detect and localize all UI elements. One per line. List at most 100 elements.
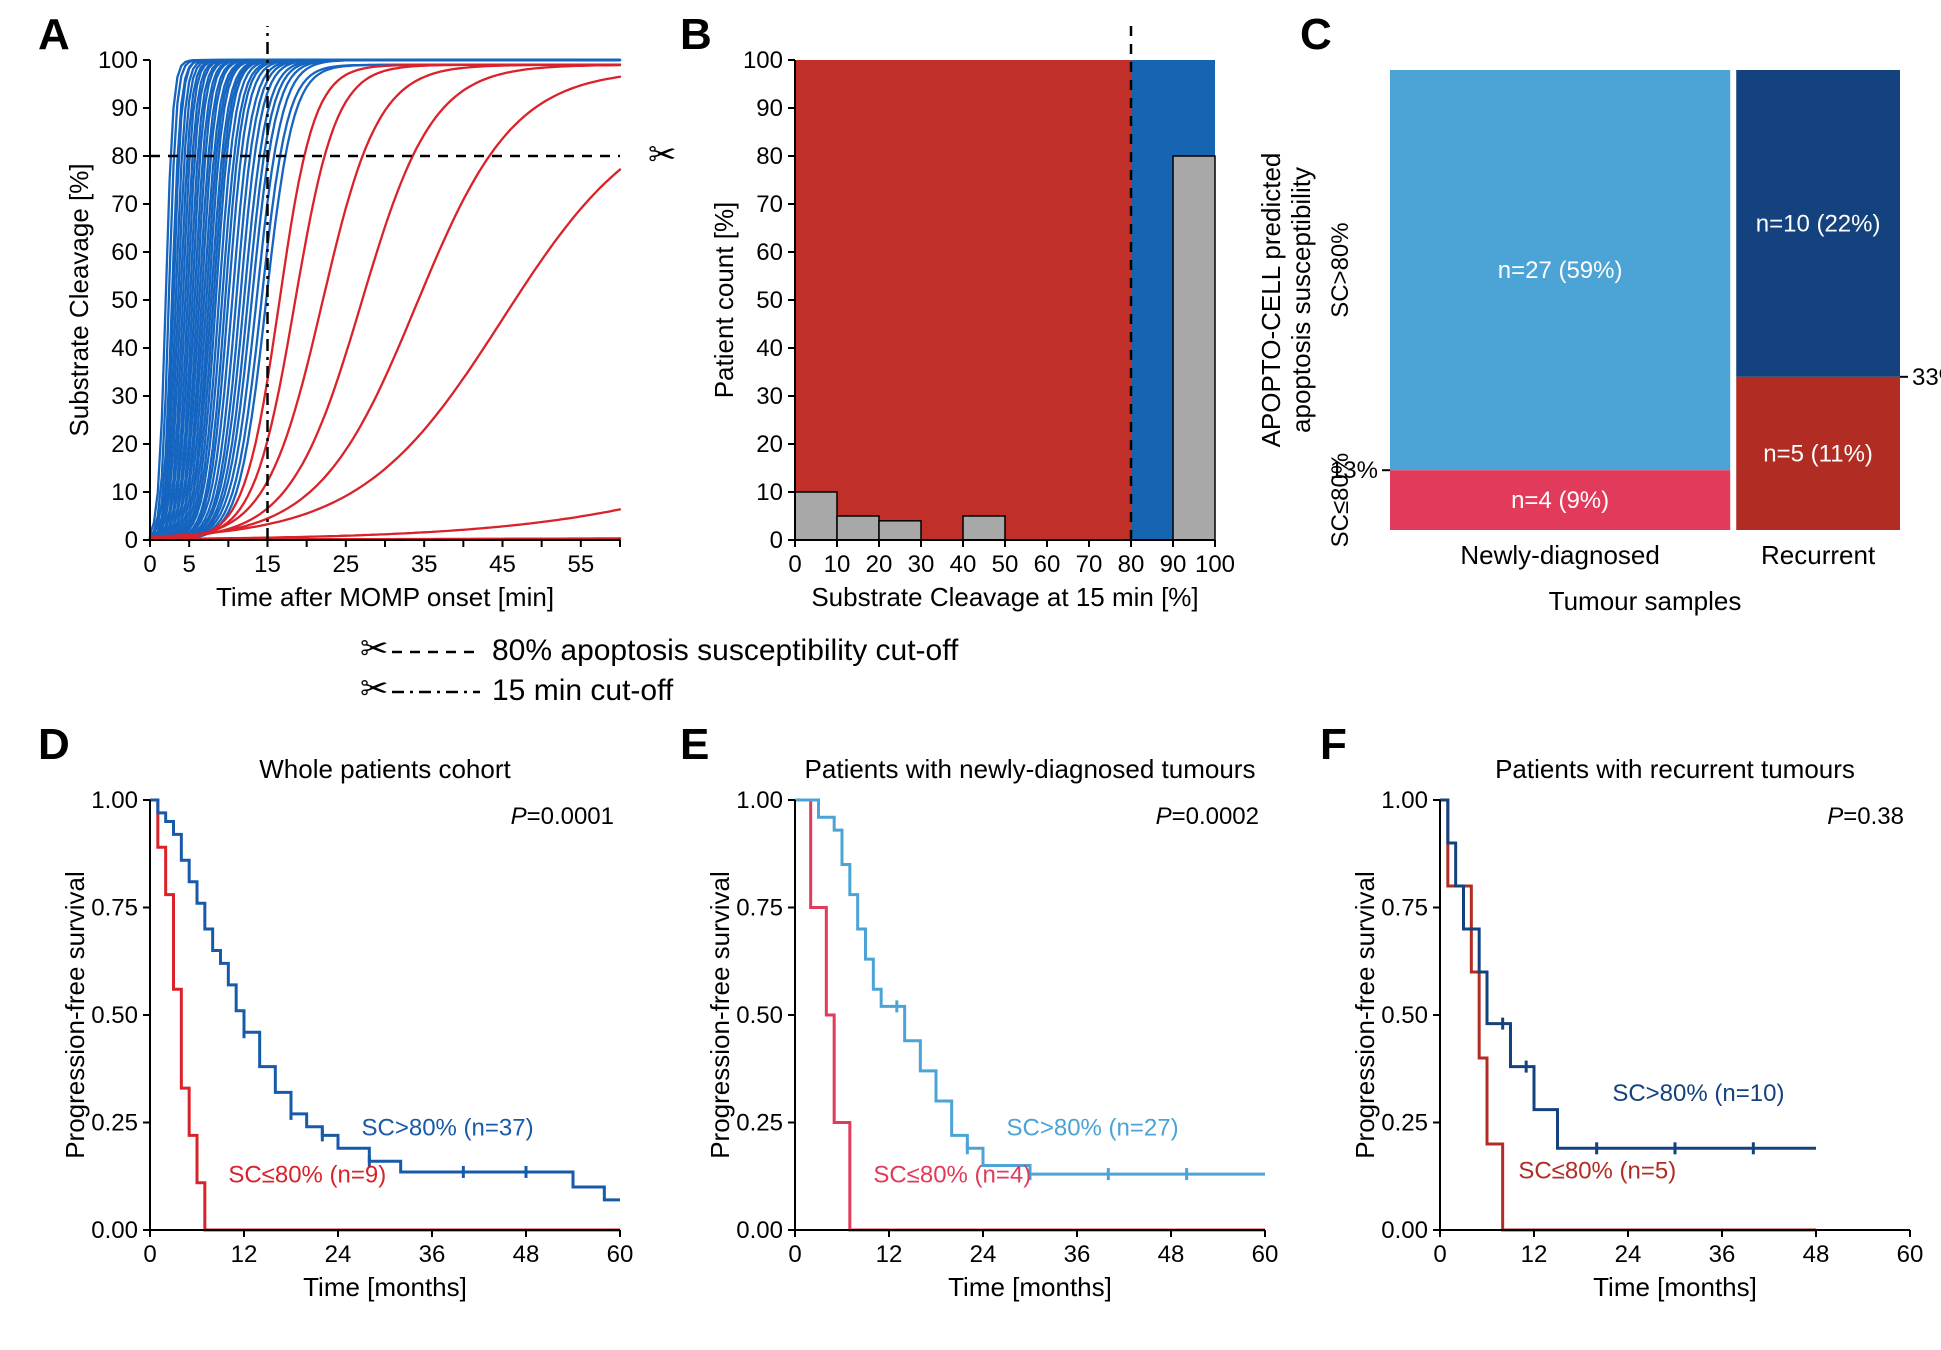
svg-text:100: 100: [1195, 551, 1235, 578]
svg-text:Progression-free survival: Progression-free survival: [60, 871, 90, 1159]
svg-text:SC>80%: SC>80%: [1327, 222, 1354, 317]
svg-text:90: 90: [756, 95, 783, 122]
svg-text:SC≤80% (n=4): SC≤80% (n=4): [873, 1162, 1031, 1189]
svg-text:apoptosis susceptibility: apoptosis susceptibility: [1286, 167, 1316, 433]
svg-text:Time [months]: Time [months]: [1593, 1272, 1757, 1302]
svg-text:45: 45: [489, 551, 516, 578]
svg-text:0.00: 0.00: [736, 1217, 783, 1244]
svg-text:0: 0: [788, 1241, 801, 1268]
svg-text:60: 60: [1034, 551, 1061, 578]
svg-text:80: 80: [756, 143, 783, 170]
svg-text:0.25: 0.25: [1381, 1110, 1428, 1137]
svg-text:P=0.0001: P=0.0001: [511, 803, 614, 830]
svg-text:33%: 33%: [1912, 364, 1941, 391]
svg-text:✂: ✂: [360, 670, 389, 708]
panel-d-km: Whole patients cohortP=0.0001 0.00 0.25 0.5…: [60, 740, 730, 1350]
svg-text:SC>80% (n=27): SC>80% (n=27): [1007, 1114, 1179, 1141]
svg-text:0.50: 0.50: [91, 1002, 138, 1029]
svg-text:0.75: 0.75: [1381, 895, 1428, 922]
panel-a-chart: ✂✂0102030405060708090100051525354555Time…: [60, 20, 730, 660]
svg-text:Progression-free survival: Progression-free survival: [705, 871, 735, 1159]
svg-text:60: 60: [756, 239, 783, 266]
panel-c-mosaic: n=27 (59%)n=4 (9%)n=10 (22%)n=5 (11%)13%…: [1260, 50, 1941, 670]
svg-text:90: 90: [111, 95, 138, 122]
svg-text:35: 35: [411, 551, 438, 578]
svg-text:20: 20: [866, 551, 893, 578]
svg-text:36: 36: [1064, 1241, 1091, 1268]
svg-text:60: 60: [1252, 1241, 1279, 1268]
svg-text:0.00: 0.00: [91, 1217, 138, 1244]
panel-b-chart: ✂010203040506070809010001020304050607080…: [705, 20, 1325, 660]
svg-text:50: 50: [992, 551, 1019, 578]
svg-text:30: 30: [908, 551, 935, 578]
svg-text:Substrate Cleavage [%]: Substrate Cleavage [%]: [64, 163, 94, 436]
svg-text:Time [months]: Time [months]: [948, 1272, 1112, 1302]
svg-text:✂: ✂: [360, 632, 389, 668]
svg-text:P=0.0002: P=0.0002: [1156, 803, 1259, 830]
svg-text:48: 48: [1158, 1241, 1185, 1268]
svg-text:15 min cut-off: 15 min cut-off: [492, 674, 674, 707]
svg-text:✂: ✂: [253, 20, 282, 30]
svg-text:Patients with newly-diagnosed: Patients with newly-diagnosed tumours: [805, 754, 1256, 784]
svg-text:10: 10: [824, 551, 851, 578]
figure-legend: ✂80% apoptosis susceptibility cut-off✂15…: [360, 632, 1120, 722]
svg-text:70: 70: [111, 191, 138, 218]
svg-text:Newly-diagnosed: Newly-diagnosed: [1460, 540, 1659, 570]
svg-text:0: 0: [143, 1241, 156, 1268]
svg-text:70: 70: [1076, 551, 1103, 578]
svg-text:50: 50: [111, 287, 138, 314]
svg-text:30: 30: [111, 383, 138, 410]
svg-text:SC≤80% (n=5): SC≤80% (n=5): [1518, 1157, 1676, 1184]
svg-text:24: 24: [325, 1241, 352, 1268]
svg-text:Recurrent: Recurrent: [1761, 540, 1876, 570]
svg-text:SC≤80% (n=9): SC≤80% (n=9): [228, 1162, 386, 1189]
svg-text:60: 60: [607, 1241, 634, 1268]
svg-text:5: 5: [182, 551, 195, 578]
svg-text:80: 80: [111, 143, 138, 170]
svg-text:55: 55: [567, 551, 594, 578]
svg-text:36: 36: [1709, 1241, 1736, 1268]
figure: ABCDEF✂✂01020304050607080901000515253545…: [0, 0, 1941, 1350]
panel-f-km: Patients with recurrent tumours P=0.38 0.0…: [1350, 740, 1941, 1350]
svg-text:0.25: 0.25: [736, 1110, 783, 1137]
svg-text:Time after MOMP onset [min]: Time after MOMP onset [min]: [216, 582, 554, 612]
panel-e-km: Patients with newly-diagnosed tumours P=0…: [705, 740, 1375, 1350]
svg-text:0: 0: [788, 551, 801, 578]
svg-text:Time [months]: Time [months]: [303, 1272, 467, 1302]
svg-text:40: 40: [111, 335, 138, 362]
svg-text:0.75: 0.75: [736, 895, 783, 922]
svg-text:10: 10: [111, 479, 138, 506]
svg-text:48: 48: [1803, 1241, 1830, 1268]
svg-text:Patients with recurrent tumour: Patients with recurrent tumours: [1495, 754, 1855, 784]
svg-text:50: 50: [756, 287, 783, 314]
svg-text:Progression-free survival: Progression-free survival: [1350, 871, 1380, 1159]
svg-text:0.25: 0.25: [91, 1110, 138, 1137]
svg-text:Substrate Cleavage at 15 min [: Substrate Cleavage at 15 min [%]: [811, 582, 1198, 612]
svg-text:Whole patients cohort: Whole patients cohort: [259, 754, 511, 784]
svg-text:n=4 (9%): n=4 (9%): [1511, 487, 1609, 514]
svg-text:48: 48: [513, 1241, 540, 1268]
svg-text:SC>80% (n=37): SC>80% (n=37): [362, 1114, 534, 1141]
svg-text:P=0.38: P=0.38: [1827, 803, 1904, 830]
svg-text:10: 10: [756, 479, 783, 506]
svg-text:20: 20: [756, 431, 783, 458]
svg-text:✂: ✂: [648, 136, 677, 174]
svg-text:Tumour samples: Tumour samples: [1549, 586, 1742, 616]
svg-text:SC≤80%: SC≤80%: [1327, 453, 1354, 548]
svg-text:n=5 (11%): n=5 (11%): [1763, 440, 1873, 467]
svg-text:0.00: 0.00: [1381, 1217, 1428, 1244]
svg-text:12: 12: [231, 1241, 258, 1268]
svg-text:0: 0: [770, 527, 783, 554]
svg-text:100: 100: [98, 47, 138, 74]
svg-text:100: 100: [743, 47, 783, 74]
svg-text:80: 80: [1118, 551, 1145, 578]
svg-text:0.50: 0.50: [736, 1002, 783, 1029]
svg-text:15: 15: [254, 551, 281, 578]
svg-text:12: 12: [876, 1241, 903, 1268]
svg-text:APOPTO-CELL predicted: APOPTO-CELL predicted: [1260, 153, 1286, 448]
svg-text:90: 90: [1160, 551, 1187, 578]
svg-text:24: 24: [1615, 1241, 1642, 1268]
svg-text:Patient count [%]: Patient count [%]: [709, 202, 739, 399]
svg-text:0: 0: [125, 527, 138, 554]
svg-text:20: 20: [111, 431, 138, 458]
